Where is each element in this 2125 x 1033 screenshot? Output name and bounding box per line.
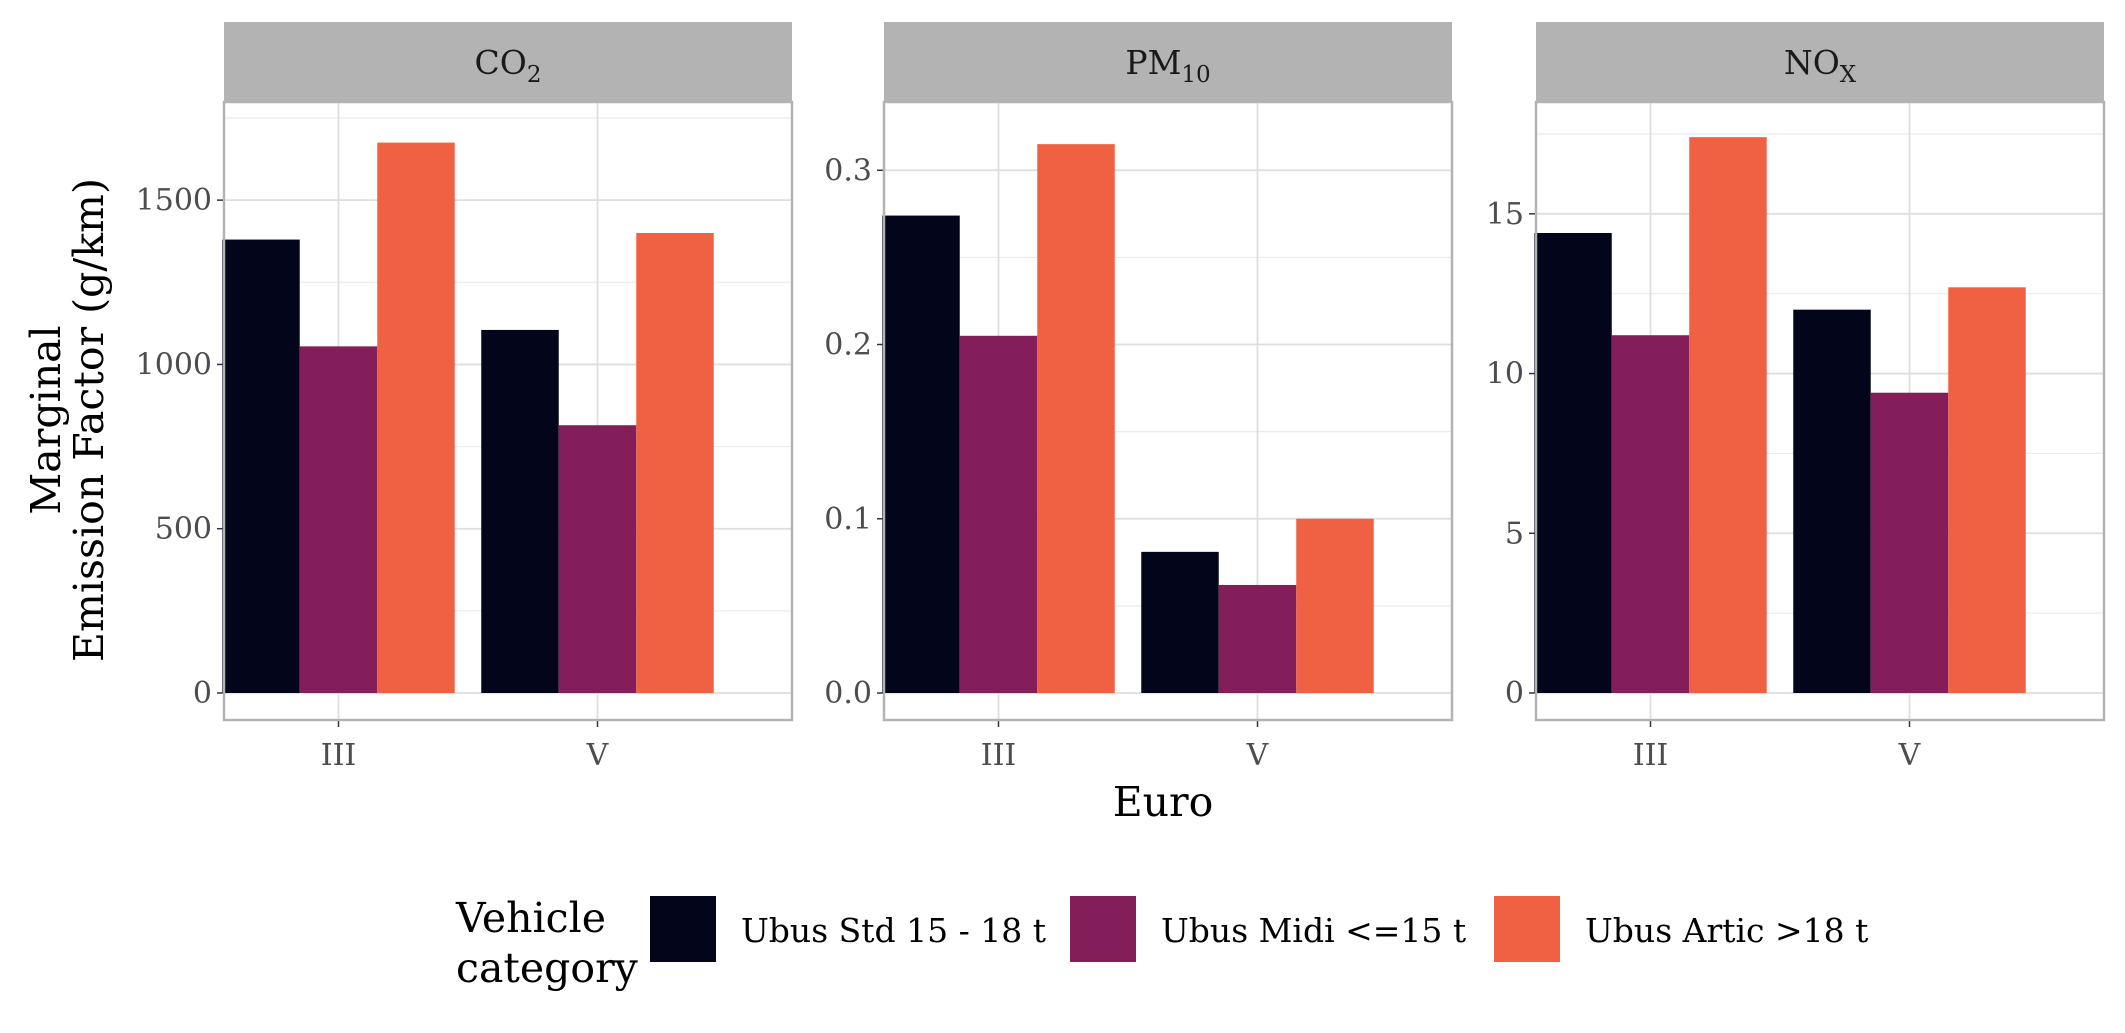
legend-title-line-1: Vehicle xyxy=(455,894,606,942)
x-tick-label: III xyxy=(981,738,1017,773)
panel-title: CO2 xyxy=(475,43,542,88)
bar-ubus-midi-15-t-v xyxy=(1218,584,1297,693)
panel-title: NOX xyxy=(1784,43,1857,88)
y-tick-label: 0.2 xyxy=(824,328,872,363)
bar-ubus-std-15-18-t-v xyxy=(1793,309,1871,693)
y-axis-title-line-1: Marginal xyxy=(22,325,70,514)
y-tick-label: 15 xyxy=(1486,197,1524,232)
panel-title-subscript: 2 xyxy=(527,62,542,88)
x-tick-label: III xyxy=(1633,738,1669,773)
panel-title: PM10 xyxy=(1125,43,1210,88)
bar-ubus-artic-18-t-v xyxy=(1948,287,2026,693)
bar-ubus-artic-18-t-iii xyxy=(377,142,455,694)
panel-title-subscript: 10 xyxy=(1181,62,1210,88)
y-tick-label: 5 xyxy=(1505,516,1524,551)
panel-3: NOX 0 5 10 15 III V xyxy=(1486,22,2106,773)
legend-swatch xyxy=(650,896,716,962)
legend-label: Ubus Midi <=15 t xyxy=(1161,911,1466,950)
legend-item: Ubus Std 15 - 18 t xyxy=(650,896,1046,962)
legend-label: Ubus Artic >18 t xyxy=(1585,911,1868,950)
x-tick-label: V xyxy=(1246,738,1270,773)
panel-border xyxy=(1534,100,2106,722)
bar-ubus-artic-18-t-iii xyxy=(1689,137,1767,693)
bar-ubus-artic-18-t-iii xyxy=(1037,144,1115,694)
panel-strip xyxy=(884,22,1452,102)
panel-title-main: CO xyxy=(475,43,527,82)
panel-strip xyxy=(1536,22,2104,102)
y-tick-label: 1000 xyxy=(136,347,212,382)
panel-2: PM10 0.0 0.1 0.2 0.3 III V xyxy=(824,22,1454,773)
bar-ubus-midi-15-t-iii xyxy=(299,346,378,693)
y-tick-label: 0 xyxy=(193,676,212,711)
legend-title-line-2: category xyxy=(456,944,639,992)
bar-ubus-std-15-18-t-iii xyxy=(222,239,300,694)
bar-ubus-std-15-18-t-iii xyxy=(1534,233,1612,693)
y-tick-label: 0 xyxy=(1505,676,1524,711)
legend-item: Ubus Artic >18 t xyxy=(1494,896,1868,962)
bar-ubus-midi-15-t-v xyxy=(1870,392,1949,693)
panel-1: CO2 0 500 1000 1500 III V xyxy=(136,22,794,773)
y-tick-label: 10 xyxy=(1486,357,1524,392)
bar-ubus-artic-18-t-v xyxy=(1296,518,1374,693)
panel-title-main: NO xyxy=(1784,43,1840,82)
panel-title-main: PM xyxy=(1125,43,1181,82)
x-tick-label: III xyxy=(321,738,357,773)
bar-ubus-std-15-18-t-v xyxy=(1141,551,1219,693)
legend-swatch xyxy=(1070,896,1136,962)
y-tick-label: 0.3 xyxy=(824,153,872,188)
legend-label: Ubus Std 15 - 18 t xyxy=(741,911,1046,950)
y-tick-label: 0.1 xyxy=(824,502,872,537)
panel-strip xyxy=(224,22,792,102)
panel-title-subscript: X xyxy=(1840,62,1857,88)
y-axis-title: Marginal Emission Factor (g/km) xyxy=(22,178,113,662)
bar-ubus-std-15-18-t-v xyxy=(481,329,559,693)
panel-border xyxy=(882,100,1454,722)
bar-ubus-midi-15-t-iii xyxy=(1611,335,1690,693)
y-axis-title-line-2: Emission Factor (g/km) xyxy=(65,178,113,662)
bar-ubus-midi-15-t-iii xyxy=(959,335,1038,693)
bar-ubus-artic-18-t-v xyxy=(636,233,714,693)
x-tick-label: V xyxy=(1898,738,1922,773)
y-tick-label: 500 xyxy=(155,512,212,547)
legend-item: Ubus Midi <=15 t xyxy=(1070,896,1466,962)
panel-border xyxy=(222,100,794,722)
legend-items: Ubus Std 15 - 18 t Ubus Midi <=15 t Ubus A… xyxy=(650,896,1868,962)
y-tick-label: 1500 xyxy=(136,183,212,218)
bar-ubus-std-15-18-t-iii xyxy=(882,215,960,694)
x-tick-label: V xyxy=(586,738,610,773)
x-axis-title: Euro xyxy=(1113,778,1214,826)
legend-swatch xyxy=(1494,896,1560,962)
y-tick-label: 0.0 xyxy=(824,676,872,711)
legend: Vehicle category Ubus Std 15 - 18 t Ubus … xyxy=(455,894,1868,992)
bar-ubus-midi-15-t-v xyxy=(558,425,637,693)
